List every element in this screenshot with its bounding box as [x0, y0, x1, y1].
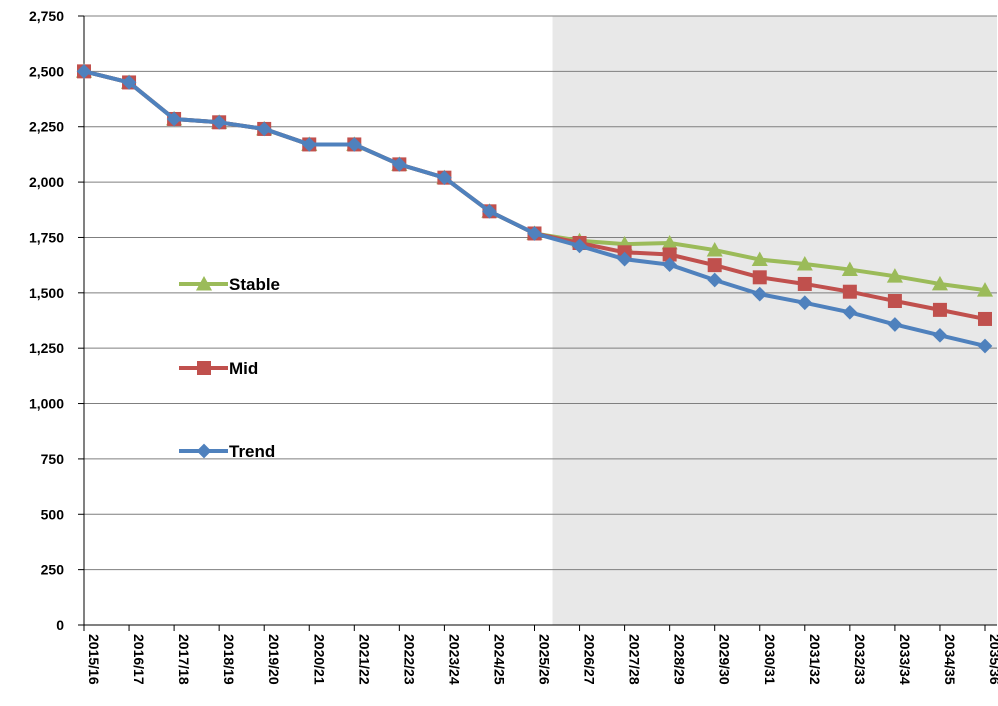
- x-tick-label: 2034/35: [942, 634, 958, 685]
- x-tick-label: 2032/33: [852, 634, 868, 685]
- y-tick-label: 1,250: [29, 340, 64, 356]
- data-point-trend: [346, 137, 362, 152]
- y-axis-ticks: 0 250 500 750 1,000 1,250 1,500 1,750 2,000 2,250…: [29, 8, 84, 633]
- data-point-stable: [661, 234, 678, 250]
- data-point-mid: [707, 258, 722, 273]
- y-tick-label: 1,500: [29, 285, 64, 301]
- x-tick-label: 2027/28: [627, 634, 643, 685]
- x-tick-label: 2026/27: [582, 634, 598, 685]
- x-tick-label: 2017/18: [176, 634, 192, 685]
- x-tick-label: 2029/30: [717, 634, 733, 685]
- data-point-trend: [977, 338, 993, 354]
- data-point-trend: [76, 64, 92, 79]
- data-point-trend: [166, 111, 182, 127]
- data-point-trend: [797, 295, 813, 311]
- x-tick-label: 2028/29: [672, 634, 688, 685]
- data-point-mid: [752, 270, 767, 285]
- data-point-mid: [797, 276, 812, 291]
- y-tick-label: 1,750: [29, 229, 64, 245]
- data-point-mid: [887, 294, 902, 309]
- data-point-trend: [482, 203, 497, 219]
- data-point-mid: [842, 284, 857, 299]
- y-tick-label: 2,250: [29, 119, 64, 135]
- data-point-trend: [887, 317, 903, 332]
- data-point-trend: [752, 286, 768, 302]
- data-point-trend: [662, 257, 677, 273]
- data-point-trend: [527, 226, 542, 241]
- x-tick-label: 2020/21: [311, 634, 327, 685]
- gridlines: [84, 15, 997, 571]
- x-tick-label: 2031/32: [807, 634, 823, 685]
- x-tick-label: 2025/26: [537, 634, 553, 685]
- data-point-trend: [211, 114, 227, 130]
- data-point-trend: [617, 251, 632, 267]
- x-tick-label: 2030/31: [762, 634, 778, 685]
- y-tick-label: 2,000: [29, 174, 64, 190]
- legend-marker-mid: [197, 361, 211, 375]
- legend-label-trend: Trend: [229, 442, 275, 461]
- y-tick-label: 0: [56, 617, 64, 633]
- data-point-stable: [706, 242, 723, 257]
- data-point-trend: [572, 238, 587, 254]
- data-point-stable: [976, 282, 994, 297]
- x-tick-label: 2022/23: [401, 634, 417, 685]
- data-point-mid: [932, 302, 947, 317]
- legend-marker-trend: [196, 443, 212, 459]
- data-point-mid: [978, 311, 992, 326]
- legend-label-mid: Mid: [229, 359, 258, 378]
- series-trend: [76, 64, 993, 354]
- data-point-trend: [842, 304, 858, 320]
- x-tick-label: 2033/34: [897, 634, 913, 685]
- data-point-trend: [707, 272, 723, 288]
- data-point-stable: [841, 261, 858, 277]
- data-point-trend: [392, 157, 407, 172]
- y-tick-label: 1,000: [29, 396, 64, 412]
- data-point-trend: [301, 137, 317, 152]
- data-point-stable: [931, 275, 948, 291]
- legend: Stable Mid Trend: [179, 275, 280, 461]
- y-tick-label: 2,750: [29, 8, 64, 24]
- data-point-trend: [932, 327, 948, 343]
- x-tick-label: 2018/19: [221, 634, 237, 685]
- x-tick-label: 2024/25: [491, 634, 507, 685]
- x-tick-label: 2016/17: [131, 634, 147, 685]
- x-tick-label: 2019/20: [266, 634, 282, 685]
- data-point-trend: [121, 75, 137, 90]
- x-tick-label: 2021/22: [356, 634, 372, 685]
- data-point-trend: [256, 121, 272, 137]
- data-point-stable: [796, 255, 813, 271]
- x-axis-ticks: 2015/16 2016/17 2017/18 2018/19 2019/20 2020/…: [83, 625, 998, 685]
- x-tick-label: 2035/36: [987, 634, 998, 685]
- y-tick-label: 2,500: [29, 63, 64, 79]
- x-tick-label: 2023/24: [446, 634, 462, 685]
- projection-shading: [552, 16, 997, 625]
- series-group: [75, 63, 994, 354]
- legend-marker-stable: [195, 275, 213, 291]
- data-point-stable: [886, 268, 903, 283]
- data-point-mid: [662, 247, 677, 262]
- y-tick-label: 500: [41, 506, 65, 522]
- y-tick-label: 250: [41, 562, 65, 578]
- data-point-trend: [437, 170, 452, 186]
- data-point-stable: [751, 251, 768, 267]
- legend-label-stable: Stable: [229, 275, 280, 294]
- y-tick-label: 750: [41, 451, 65, 467]
- x-tick-label: 2015/16: [86, 634, 102, 685]
